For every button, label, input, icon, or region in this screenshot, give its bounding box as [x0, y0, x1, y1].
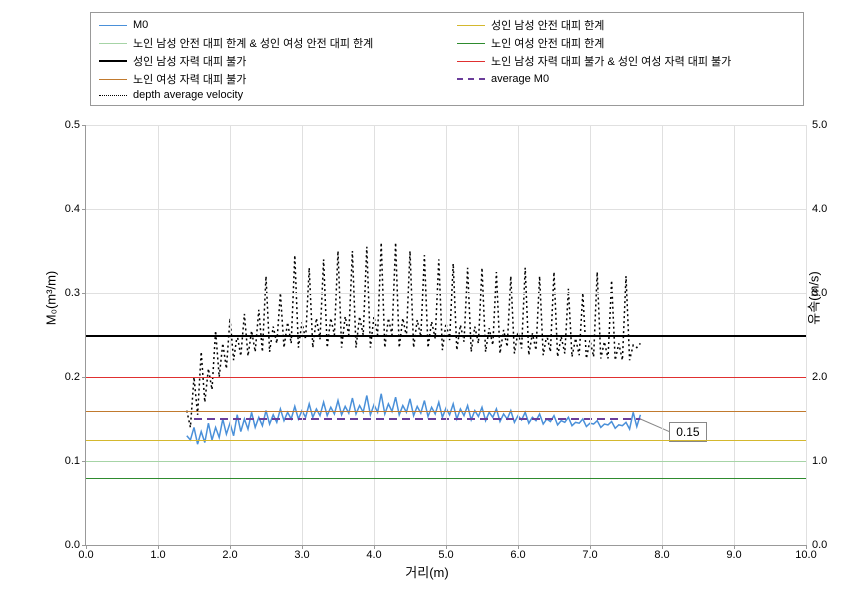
x-axis-label: 거리(m) — [405, 562, 448, 581]
legend-item: M0 — [99, 17, 437, 33]
legend-label: 노인 여성 안전 대피 한계 — [491, 35, 604, 51]
threshold-line — [86, 377, 806, 378]
y-left-tick-label: 0.1 — [65, 455, 86, 467]
legend-swatch — [99, 79, 127, 80]
legend-swatch — [99, 95, 127, 96]
legend-swatch — [457, 61, 485, 62]
legend-swatch — [457, 78, 485, 80]
threshold-line — [86, 411, 806, 412]
legend-item: depth average velocity — [99, 89, 437, 101]
legend-label: depth average velocity — [133, 89, 243, 101]
x-tick-label: 3.0 — [294, 545, 309, 561]
threshold-line — [86, 478, 806, 479]
legend-item: 노인 여성 안전 대피 한계 — [457, 35, 795, 51]
x-tick-label: 2.0 — [222, 545, 237, 561]
legend: M0 성인 남성 안전 대피 한계노인 남성 안전 대피 한계 & 성인 여성 안… — [90, 12, 804, 106]
x-tick-label: 8.0 — [654, 545, 669, 561]
plot-area: 0.15 0.01.02.03.04.05.06.07.08.09.010.00… — [85, 125, 806, 546]
y-right-tick-label: 5.0 — [806, 119, 827, 131]
x-tick-label: 1.0 — [150, 545, 165, 561]
legend-label: 노인 남성 안전 대피 한계 & 성인 여성 안전 대피 한계 — [133, 35, 373, 51]
legend-swatch — [99, 25, 127, 26]
y-left-tick-label: 0.0 — [65, 539, 86, 551]
y-right-tick-label: 0.0 — [806, 539, 827, 551]
threshold-line — [86, 335, 806, 337]
threshold-line — [86, 440, 806, 441]
threshold-line — [86, 461, 806, 462]
legend-item: 노인 여성 자력 대피 불가 — [99, 71, 437, 87]
x-tick-label: 4.0 — [366, 545, 381, 561]
chart-container: M0 성인 남성 안전 대피 한계노인 남성 안전 대피 한계 & 성인 여성 안… — [10, 10, 844, 586]
x-tick-label: 7.0 — [582, 545, 597, 561]
y-left-tick-label: 0.4 — [65, 203, 86, 215]
legend-swatch — [99, 43, 127, 44]
y-axis-left-label: M₀(m³/m) — [44, 271, 59, 325]
x-tick-label: 6.0 — [510, 545, 525, 561]
legend-label: 노인 남성 자력 대피 불가 & 성인 여성 자력 대피 불가 — [491, 53, 731, 69]
legend-swatch — [99, 60, 127, 62]
legend-swatch — [457, 25, 485, 26]
y-axis-right-label: 유속(m/s) — [804, 271, 823, 325]
legend-item: 성인 남성 안전 대피 한계 — [457, 17, 795, 33]
y-left-tick-label: 0.2 — [65, 371, 86, 383]
y-left-tick-label: 0.5 — [65, 119, 86, 131]
legend-label: average M0 — [491, 73, 549, 85]
legend-label: 성인 남성 안전 대피 한계 — [491, 17, 604, 33]
x-tick-label: 5.0 — [438, 545, 453, 561]
legend-item: 성인 남성 자력 대피 불가 — [99, 53, 437, 69]
legend-item: average M0 — [457, 71, 795, 87]
y-right-tick-label: 2.0 — [806, 371, 827, 383]
y-left-tick-label: 0.3 — [65, 287, 86, 299]
legend-item: 노인 남성 자력 대피 불가 & 성인 여성 자력 대피 불가 — [457, 53, 795, 69]
average-callout: 0.15 — [669, 422, 706, 442]
legend-swatch — [457, 43, 485, 44]
legend-label: 성인 남성 자력 대피 불가 — [133, 53, 246, 69]
x-tick-label: 9.0 — [726, 545, 741, 561]
legend-label: 노인 여성 자력 대피 불가 — [133, 71, 246, 87]
y-right-tick-label: 1.0 — [806, 455, 827, 467]
y-right-tick-label: 4.0 — [806, 203, 827, 215]
legend-item: 노인 남성 안전 대피 한계 & 성인 여성 안전 대피 한계 — [99, 35, 437, 51]
legend-label: M0 — [133, 19, 148, 31]
